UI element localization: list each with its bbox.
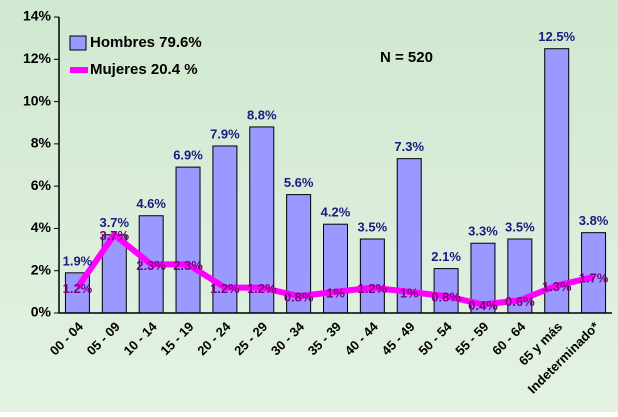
legend-label: Mujeres 20.4 % bbox=[90, 61, 198, 78]
line-label: 1% bbox=[326, 285, 345, 300]
bar bbox=[544, 48, 570, 314]
bar-label: 2.1% bbox=[431, 249, 461, 264]
bar bbox=[175, 166, 201, 314]
y-tick-label: 12% bbox=[23, 50, 52, 66]
line-label: 1.2% bbox=[247, 281, 277, 296]
bar-label: 3.7% bbox=[99, 215, 129, 230]
line-label: 2.3% bbox=[173, 258, 203, 273]
bar-label: 8.8% bbox=[247, 107, 277, 122]
bar bbox=[323, 223, 348, 314]
bar-label: 3.5% bbox=[505, 219, 535, 234]
y-tick-label: 8% bbox=[31, 135, 52, 151]
y-tick-label: 4% bbox=[31, 219, 52, 235]
annotation: N = 520 bbox=[380, 49, 433, 66]
line-label: 2.3% bbox=[136, 258, 166, 273]
legend-swatch bbox=[69, 35, 87, 51]
y-tick-label: 6% bbox=[31, 177, 52, 193]
bar-label: 4.6% bbox=[136, 196, 166, 211]
bar-label: 6.9% bbox=[173, 148, 203, 163]
bar-label: 4.2% bbox=[321, 205, 351, 220]
line-label: 1.2% bbox=[63, 281, 93, 296]
bar bbox=[581, 232, 607, 314]
line-label: 0.8% bbox=[284, 290, 314, 305]
line-label: 0.6% bbox=[505, 294, 535, 309]
line-label: 1.3% bbox=[542, 279, 572, 294]
line-label: 1.7% bbox=[579, 270, 609, 285]
line-label: 1% bbox=[400, 285, 419, 300]
line-label: 0.8% bbox=[431, 290, 461, 305]
bar bbox=[249, 126, 275, 314]
bar-label: 3.8% bbox=[579, 213, 609, 228]
bar-label: 7.3% bbox=[394, 139, 424, 154]
bar-label: 7.9% bbox=[210, 126, 240, 141]
bar bbox=[396, 158, 422, 314]
legend-label: Hombres 79.6% bbox=[90, 34, 202, 51]
y-tick-label: 10% bbox=[23, 92, 52, 108]
bar bbox=[433, 268, 459, 314]
line-label: 0.4% bbox=[468, 298, 498, 313]
line bbox=[74, 231, 595, 308]
bar-label: 3.5% bbox=[358, 219, 388, 234]
bar-label: 1.9% bbox=[63, 253, 93, 268]
y-tick-label: 14% bbox=[23, 8, 52, 24]
bar-label: 12.5% bbox=[538, 29, 575, 44]
bar bbox=[359, 238, 385, 314]
bar-label: 3.3% bbox=[468, 224, 498, 239]
y-tick-label: 0% bbox=[31, 304, 52, 320]
line-label: 1.2% bbox=[210, 281, 240, 296]
line-label: 1.2% bbox=[358, 281, 388, 296]
bar-label: 5.6% bbox=[284, 175, 314, 190]
line-label: 3.7% bbox=[99, 228, 129, 243]
y-tick-label: 2% bbox=[31, 261, 52, 277]
